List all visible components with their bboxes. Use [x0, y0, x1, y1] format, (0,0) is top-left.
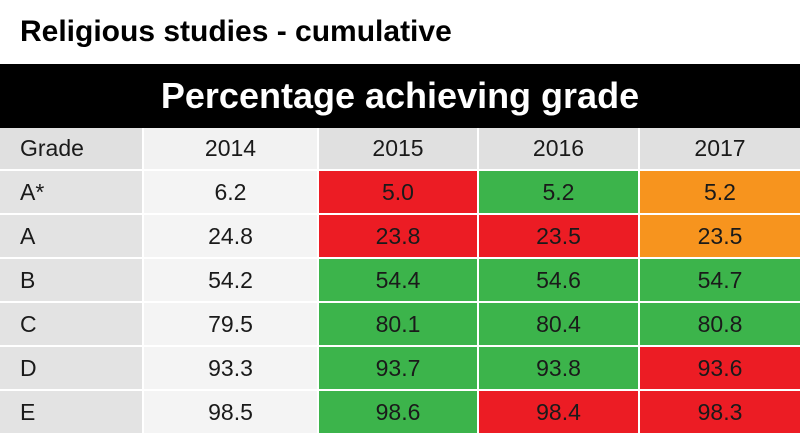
value-cell-2015: 5.0 — [317, 170, 478, 215]
value-cell-2017: 5.2 — [638, 170, 800, 215]
table-row: C 79.5 80.1 80.4 80.8 — [0, 302, 800, 347]
value-cell-2014: 24.8 — [142, 214, 318, 259]
table-row: A* 6.2 5.0 5.2 5.2 — [0, 170, 800, 215]
value-cell-2017: 93.6 — [638, 346, 800, 391]
table-row: A 24.8 23.8 23.5 23.5 — [0, 214, 800, 259]
grade-label: C — [0, 302, 143, 347]
value-cell-2014: 6.2 — [142, 170, 318, 215]
value-cell-2017: 80.8 — [638, 302, 800, 347]
grade-table: Grade 2014 2015 2016 2017 A* 6.2 5.0 5.2 5.2… — [0, 128, 800, 435]
grade-label: A — [0, 214, 143, 259]
value-cell-2016: 93.8 — [477, 346, 639, 391]
table-row: E 98.5 98.6 98.4 98.3 — [0, 390, 800, 435]
grade-label: D — [0, 346, 143, 391]
header-grade: Grade — [0, 128, 143, 171]
value-cell-2014: 54.2 — [142, 258, 318, 303]
value-cell-2014: 79.5 — [142, 302, 318, 347]
header-row: Grade 2014 2015 2016 2017 — [0, 128, 800, 171]
value-cell-2015: 98.6 — [317, 390, 478, 435]
value-cell-2015: 23.8 — [317, 214, 478, 259]
header-2014: 2014 — [142, 128, 318, 171]
table-row: D 93.3 93.7 93.8 93.6 — [0, 346, 800, 391]
grade-label: A* — [0, 170, 143, 215]
value-cell-2016: 54.6 — [477, 258, 639, 303]
table-banner: Percentage achieving grade — [0, 64, 800, 128]
value-cell-2016: 5.2 — [477, 170, 639, 215]
header-2015: 2015 — [317, 128, 478, 171]
table-body: Grade 2014 2015 2016 2017 A* 6.2 5.0 5.2 5.2… — [0, 128, 800, 435]
value-cell-2016: 80.4 — [477, 302, 639, 347]
table-row: B 54.2 54.4 54.6 54.7 — [0, 258, 800, 303]
header-2017: 2017 — [638, 128, 800, 171]
value-cell-2016: 23.5 — [477, 214, 639, 259]
value-cell-2014: 98.5 — [142, 390, 318, 435]
grade-label: E — [0, 390, 143, 435]
value-cell-2015: 93.7 — [317, 346, 478, 391]
header-2016: 2016 — [477, 128, 639, 171]
value-cell-2016: 98.4 — [477, 390, 639, 435]
value-cell-2015: 80.1 — [317, 302, 478, 347]
value-cell-2015: 54.4 — [317, 258, 478, 303]
value-cell-2014: 93.3 — [142, 346, 318, 391]
value-cell-2017: 23.5 — [638, 214, 800, 259]
value-cell-2017: 54.7 — [638, 258, 800, 303]
chart-title: Religious studies - cumulative — [20, 15, 452, 48]
grade-label: B — [0, 258, 143, 303]
value-cell-2017: 98.3 — [638, 390, 800, 435]
